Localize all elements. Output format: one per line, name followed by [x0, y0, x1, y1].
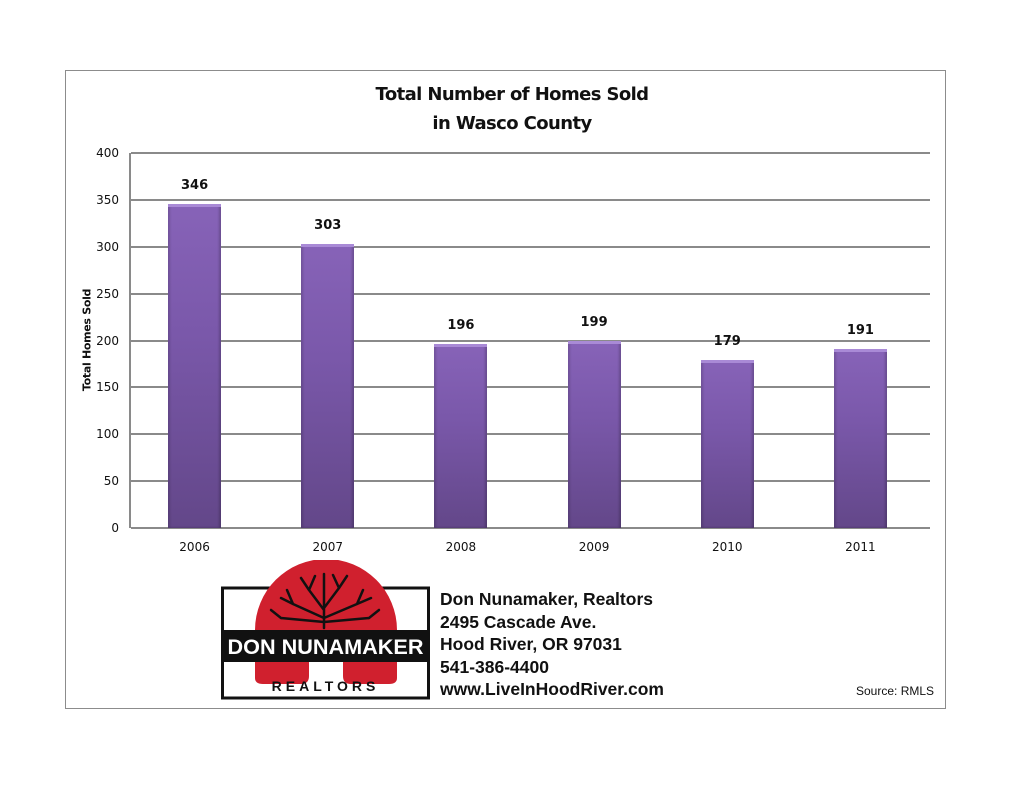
gridline: [131, 292, 930, 295]
x-tick-label: 2008: [445, 540, 477, 554]
gridline: [131, 386, 930, 389]
logo-name-text: DON NUNAMAKER: [228, 636, 424, 659]
x-tick-label: 2007: [312, 540, 344, 554]
gridline: [131, 152, 930, 154]
company-website[interactable]: www.LiveInHoodRiver.com: [440, 679, 664, 699]
data-label: 179: [713, 334, 741, 350]
y-tick-label: 350: [96, 192, 119, 207]
company-address: 2495 Cascade Ave.: [440, 611, 597, 632]
bar-2011: [833, 348, 887, 528]
x-tick-label: 2010: [711, 540, 743, 554]
data-label: 196: [447, 318, 475, 334]
gridline: [131, 245, 930, 248]
x-tick-label: 2011: [845, 540, 876, 554]
chart-title-line-2: in Wasco County: [432, 113, 592, 134]
y-tick-label: 0: [111, 521, 119, 535]
bar-2010: [700, 360, 754, 528]
bar-2008: [434, 344, 488, 528]
x-tick-label: 2006: [179, 540, 210, 554]
x-tick-label: 2009: [578, 540, 610, 554]
bar-2007: [301, 243, 355, 528]
gridline: [131, 480, 930, 483]
data-label: 199: [580, 315, 608, 331]
gridline: [131, 339, 930, 342]
bar-2009: [567, 341, 621, 528]
y-axis-line: [129, 153, 131, 528]
company-city: Hood River, OR 97031: [440, 634, 622, 654]
bar-2006: [168, 203, 222, 528]
y-tick-label: 400: [96, 146, 119, 160]
company-name: Don Nunamaker, Realtors: [440, 589, 653, 609]
source-note: Source: RMLS: [856, 684, 935, 698]
data-label: 191: [846, 322, 874, 338]
data-label: 303: [314, 217, 342, 233]
data-label: 346: [181, 177, 209, 193]
chart-title-line-1: Total Number of Homes Sold: [375, 84, 650, 105]
y-tick-label: 200: [96, 333, 119, 348]
y-tick-label: 100: [96, 427, 119, 442]
gridline: [131, 527, 930, 529]
gridline: [131, 198, 930, 201]
y-tick-label: 300: [96, 239, 119, 254]
y-tick-label: 50: [103, 474, 119, 489]
logo-sub-text: REALTORS: [272, 678, 380, 694]
gridline: [131, 433, 930, 436]
company-phone: 541-386-4400: [440, 656, 549, 677]
tree-icon: [269, 572, 381, 630]
contact-block: Don Nunamaker, Realtors 2495 Cascade Ave…: [440, 588, 664, 701]
y-tick-label: 150: [96, 380, 119, 395]
company-logo: DON NUNAMAKER REALTORS: [221, 560, 430, 700]
y-tick-label: 250: [96, 286, 119, 301]
plot-area: 346 303 196 199 179 191: [129, 152, 930, 529]
